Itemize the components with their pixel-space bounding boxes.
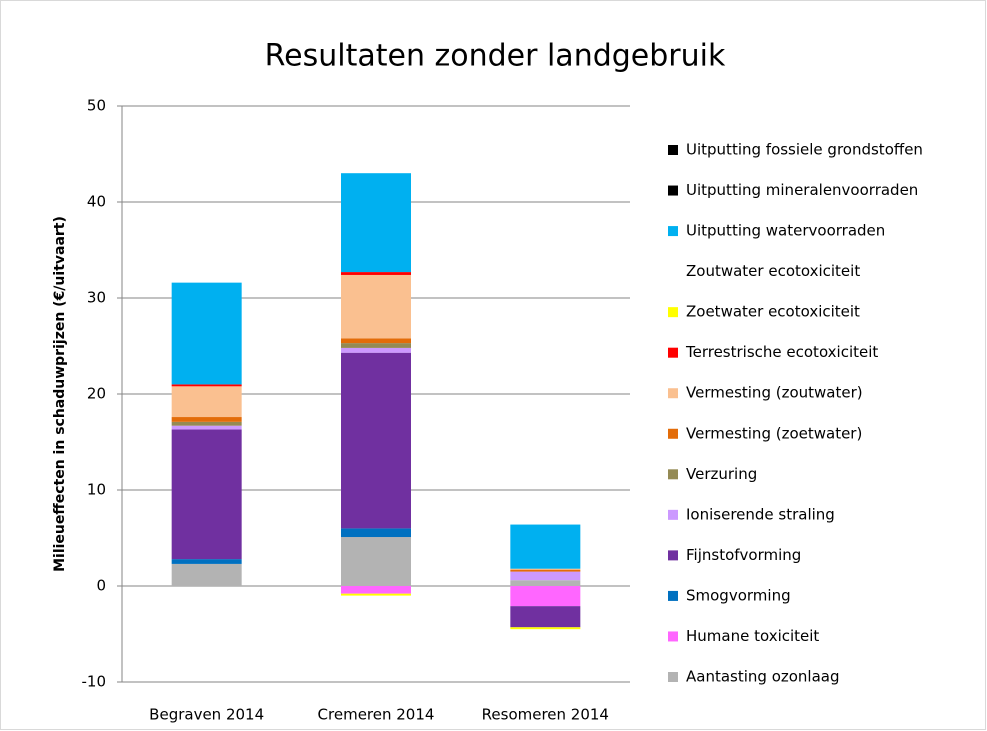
bar-segment [171,563,242,586]
bar-segment [341,586,411,594]
x-tick-label: Begraven 2014 [149,706,264,724]
legend-marker [668,185,678,196]
legend-label: Humane toxiciteit [686,627,819,645]
legend-marker [668,550,678,561]
legend-marker [668,226,678,237]
bar-segment [341,274,411,339]
bar-segment [171,429,242,560]
bar-segment [171,417,242,422]
legend-label: Vermesting (zoetwater) [686,424,862,442]
bar-segment [171,282,242,385]
legend-label: Zoutwater ecotoxiciteit [686,262,860,280]
legend-label: Smogvorming [686,586,791,604]
bar-segment [341,173,411,273]
bar-segment [510,571,581,581]
y-tick-label: 0 [96,577,106,595]
legend-marker [668,509,678,520]
legend-marker [668,145,678,155]
legend-marker [668,469,678,480]
legend-label: Terrestrische ecotoxiciteit [685,343,878,361]
bar-segment [510,606,581,628]
y-tick-label: -10 [82,673,107,691]
y-tick-label: 30 [87,289,106,307]
legend-label: Verzuring [686,465,757,483]
bar-segment [341,343,411,348]
bar-segment [341,347,411,353]
bar-segment [341,338,411,344]
legend-marker [668,631,678,642]
legend-label: Zoetwater ecotoxiciteit [686,303,860,321]
bar-segment [510,627,581,630]
y-tick-label: 50 [87,97,106,115]
bar-segment [341,352,411,529]
legend-label: Vermesting (zoutwater) [686,384,863,402]
legend-label: Ioniserende straling [686,505,835,523]
bar-segment [510,524,581,569]
legend-marker [668,388,678,399]
y-axis-label: Milieueffecten in schaduwprijzen (€/uitv… [52,216,68,572]
legend-label: Aantasting ozonlaag [686,668,840,686]
y-tick-label: 40 [87,193,106,211]
legend-label: Uitputting watervoorraden [686,222,885,240]
bar-segment [171,421,242,426]
legend-label: Uitputting fossiele grondstoffen [686,141,923,159]
bar-segment [171,559,242,564]
legend-label: Uitputting mineralenvoorraden [686,181,918,199]
bar-segment [510,568,581,570]
bar-segment [341,593,411,596]
legend-marker [668,672,678,682]
bar-segment [171,386,242,418]
legend-marker [668,347,678,358]
bar-segment [510,580,581,586]
bar-segment [171,384,242,387]
bar-segment [341,528,411,538]
y-tick-label: 20 [87,385,106,403]
bar-segment [510,569,581,572]
bar-segment [171,425,242,430]
chart-title: Resultaten zonder landgebruik [265,39,726,74]
legend-marker [668,307,678,318]
y-tick-label: 10 [87,481,106,499]
legend-marker [668,428,678,439]
legend-marker [668,590,678,601]
bar-segment [341,272,411,275]
legend-label: Fijnstofvorming [686,546,801,564]
legend-marker [668,266,678,277]
x-tick-label: Resomeren 2014 [482,706,609,724]
x-tick-label: Cremeren 2014 [318,706,435,724]
bar-segment [510,586,581,607]
bar-segment [341,537,411,586]
